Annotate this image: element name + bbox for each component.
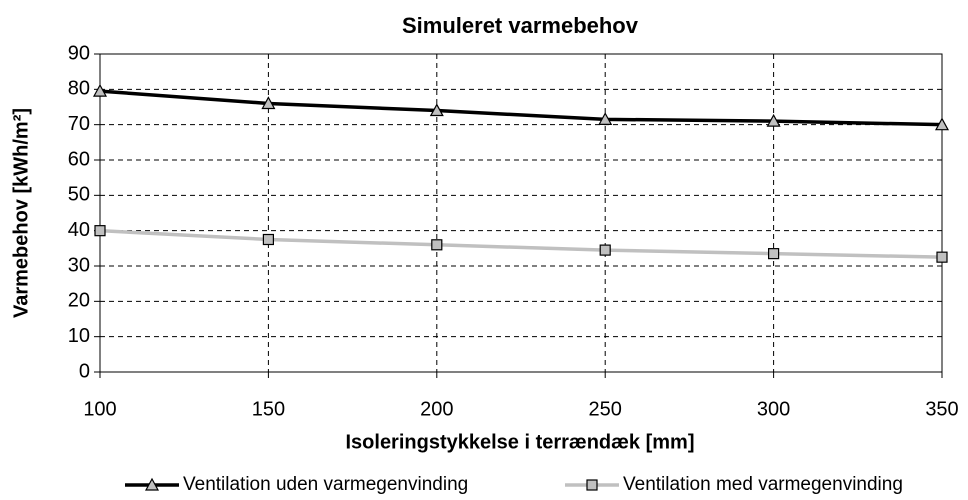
y-tick-label: 70 xyxy=(68,113,90,135)
legend-marker xyxy=(144,477,160,491)
marker xyxy=(92,83,108,97)
x-axis-title: Isoleringstykkelse i terrændæk [mm] xyxy=(345,431,694,453)
legend-label: Ventilation med varmegenvinding xyxy=(623,474,903,495)
y-tick-label: 30 xyxy=(68,254,90,276)
x-tick-label: 300 xyxy=(757,398,790,420)
marker xyxy=(934,117,950,131)
marker xyxy=(429,103,444,117)
y-tick-label: 90 xyxy=(68,42,90,64)
marker xyxy=(261,96,276,110)
plot-border xyxy=(99,53,943,373)
marker xyxy=(598,112,613,125)
legend-marker xyxy=(586,479,598,491)
y-tick-label: 40 xyxy=(68,219,90,241)
marker xyxy=(94,225,106,237)
marker xyxy=(599,244,611,256)
chart-title: Simuleret varmebehov xyxy=(402,13,639,38)
series-line xyxy=(99,89,943,127)
y-tick-label: 80 xyxy=(68,78,90,100)
y-tick-label: 50 xyxy=(68,184,90,206)
x-tick-label: 100 xyxy=(83,398,116,420)
legend-label: Ventilation uden varmegenvinding xyxy=(183,474,468,495)
y-tick-label: 20 xyxy=(68,290,90,312)
x-tick-label: 200 xyxy=(420,398,453,420)
x-tick-label: 250 xyxy=(589,398,622,420)
y-tick-label: 60 xyxy=(68,148,90,170)
plot-area xyxy=(100,54,942,372)
x-tick-label: 350 xyxy=(925,398,958,420)
marker xyxy=(262,233,274,246)
marker xyxy=(767,248,780,260)
x-tick-label: 150 xyxy=(252,398,285,420)
marker xyxy=(936,251,948,263)
y-tick-label: 0 xyxy=(79,360,90,382)
marker xyxy=(431,239,443,251)
y-tick-label: 10 xyxy=(68,325,90,347)
y-axis-title: Varmebehov [kWh/m²] xyxy=(10,108,32,318)
series-line xyxy=(99,228,943,259)
marker xyxy=(766,113,781,127)
